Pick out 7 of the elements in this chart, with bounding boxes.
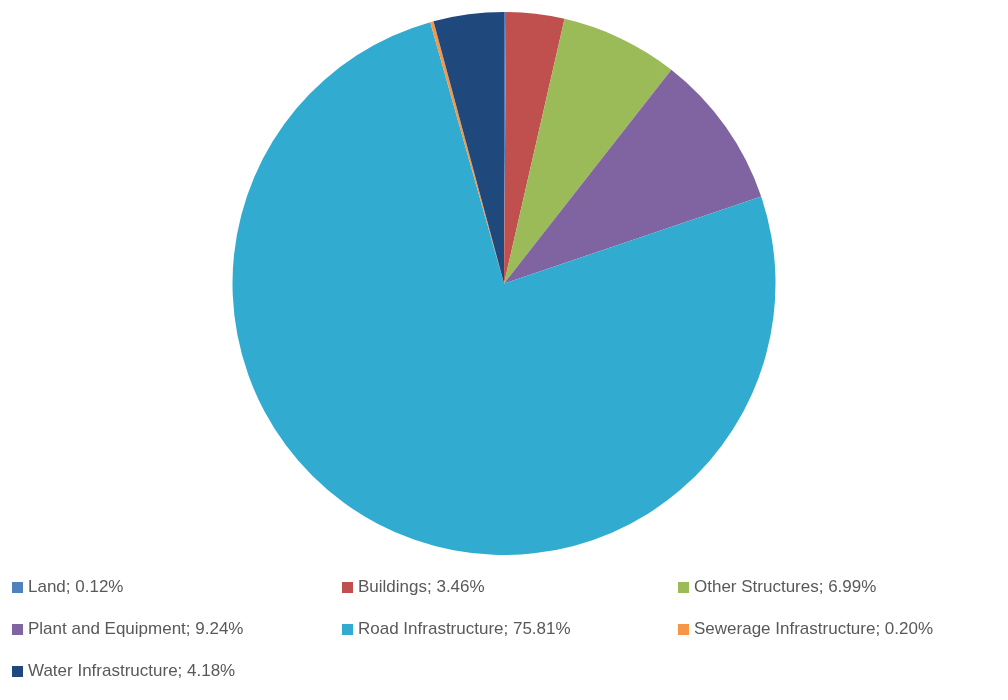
legend-label: Road Infrastructure; 75.81% xyxy=(358,619,571,639)
legend-label: Sewerage Infrastructure; 0.20% xyxy=(694,619,934,639)
legend-label: Buildings; 3.46% xyxy=(358,577,485,597)
legend-label: Other Structures; 6.99% xyxy=(694,577,877,597)
legend-label: Plant and Equipment; 9.24% xyxy=(28,619,244,639)
legend-label: Water Infrastructure; 4.18% xyxy=(28,661,236,681)
legend-label: Land; 0.12% xyxy=(28,577,124,597)
